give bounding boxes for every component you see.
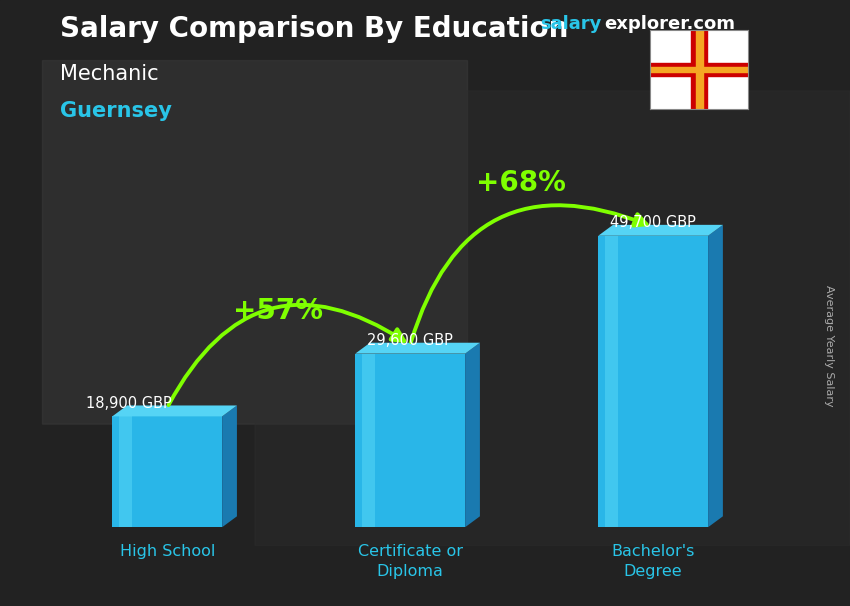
Bar xyxy=(650,64,748,76)
FancyBboxPatch shape xyxy=(42,61,468,424)
Text: Guernsey: Guernsey xyxy=(60,101,172,121)
Bar xyxy=(604,236,618,527)
Polygon shape xyxy=(598,225,722,236)
Text: +57%: +57% xyxy=(233,297,323,325)
Polygon shape xyxy=(355,343,480,354)
Bar xyxy=(119,416,132,527)
Polygon shape xyxy=(112,405,237,416)
Text: explorer.com: explorer.com xyxy=(604,15,735,33)
Text: Salary Comparison By Education: Salary Comparison By Education xyxy=(60,15,568,43)
Bar xyxy=(361,354,375,527)
Text: Mechanic: Mechanic xyxy=(60,64,158,84)
Bar xyxy=(355,354,465,527)
Text: 18,900 GBP: 18,900 GBP xyxy=(87,396,172,410)
Text: 29,600 GBP: 29,600 GBP xyxy=(367,333,453,348)
Text: +68%: +68% xyxy=(476,169,566,197)
Text: salary: salary xyxy=(540,15,601,33)
Text: 49,700 GBP: 49,700 GBP xyxy=(610,215,696,230)
Polygon shape xyxy=(222,405,237,527)
Bar xyxy=(112,416,222,527)
Bar xyxy=(650,67,748,73)
Polygon shape xyxy=(708,225,722,527)
Bar xyxy=(695,30,703,109)
Polygon shape xyxy=(465,343,480,527)
Bar xyxy=(691,30,707,109)
Text: Average Yearly Salary: Average Yearly Salary xyxy=(824,285,834,406)
Bar xyxy=(598,236,708,527)
FancyBboxPatch shape xyxy=(255,91,850,545)
